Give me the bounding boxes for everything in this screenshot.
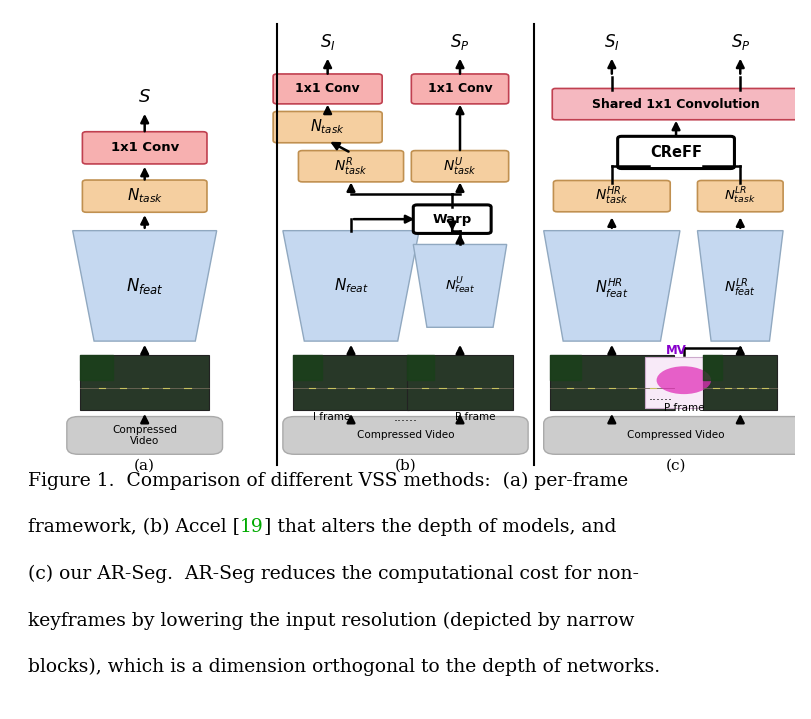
Polygon shape <box>283 231 419 341</box>
Text: Shared 1x1 Convolution: Shared 1x1 Convolution <box>592 98 760 111</box>
Text: $N^{R}_{task}$: $N^{R}_{task}$ <box>334 155 367 178</box>
FancyBboxPatch shape <box>67 416 222 454</box>
Text: $N^{LR}_{feat}$: $N^{LR}_{feat}$ <box>724 277 756 300</box>
Text: $N_{feat}$: $N_{feat}$ <box>126 276 164 296</box>
Text: $S_P$: $S_P$ <box>450 32 470 52</box>
FancyBboxPatch shape <box>273 74 382 104</box>
Polygon shape <box>414 244 507 327</box>
Text: keyframes by lowering the input resolution (depicted by narrow: keyframes by lowering the input resoluti… <box>28 612 634 630</box>
FancyBboxPatch shape <box>298 150 404 182</box>
Text: framework, (b) Accel [: framework, (b) Accel [ <box>28 518 240 536</box>
FancyBboxPatch shape <box>83 132 207 164</box>
Text: Warp: Warp <box>432 213 472 226</box>
Ellipse shape <box>657 366 711 394</box>
Text: $N^{LR}_{task}$: $N^{LR}_{task}$ <box>724 186 756 206</box>
Text: (c) our AR-Seg.  AR-Seg reduces the computational cost for non-: (c) our AR-Seg. AR-Seg reduces the compu… <box>28 565 639 583</box>
Text: 19: 19 <box>240 518 264 536</box>
Text: $S_I$: $S_I$ <box>320 32 336 52</box>
Text: MV: MV <box>666 344 686 357</box>
FancyBboxPatch shape <box>553 180 670 212</box>
Text: 1x1 Conv: 1x1 Conv <box>295 83 360 96</box>
FancyBboxPatch shape <box>407 355 513 410</box>
Text: Compressed Video: Compressed Video <box>357 431 454 441</box>
Polygon shape <box>697 231 783 341</box>
Text: $N^{U}_{feat}$: $N^{U}_{feat}$ <box>444 275 475 296</box>
FancyBboxPatch shape <box>703 355 777 410</box>
FancyBboxPatch shape <box>80 355 209 410</box>
Text: (b): (b) <box>395 458 416 472</box>
Polygon shape <box>543 231 680 341</box>
FancyBboxPatch shape <box>273 111 382 143</box>
FancyBboxPatch shape <box>645 357 723 408</box>
FancyBboxPatch shape <box>550 355 674 410</box>
Text: Compressed
Video: Compressed Video <box>112 425 177 446</box>
FancyBboxPatch shape <box>293 355 410 410</box>
FancyBboxPatch shape <box>697 180 783 212</box>
Text: (a): (a) <box>134 458 155 472</box>
FancyBboxPatch shape <box>411 74 508 104</box>
Text: P frame: P frame <box>455 412 496 422</box>
Text: blocks), which is a dimension orthogonal to the depth of networks.: blocks), which is a dimension orthogonal… <box>28 658 660 677</box>
Text: $N^{HR}_{feat}$: $N^{HR}_{feat}$ <box>595 277 629 300</box>
Polygon shape <box>73 231 217 341</box>
Text: $N_{task}$: $N_{task}$ <box>127 187 163 206</box>
Text: 1x1 Conv: 1x1 Conv <box>110 142 178 155</box>
Text: Compressed Video: Compressed Video <box>627 431 725 441</box>
Text: $S$: $S$ <box>138 88 151 106</box>
Text: I frame: I frame <box>313 412 350 422</box>
Text: (c): (c) <box>666 458 686 472</box>
Text: ......: ...... <box>649 390 672 403</box>
FancyBboxPatch shape <box>283 416 528 454</box>
Text: 1x1 Conv: 1x1 Conv <box>427 83 492 96</box>
Text: ......: ...... <box>393 411 418 423</box>
Text: P frame: P frame <box>663 403 704 413</box>
Text: $N_{feat}$: $N_{feat}$ <box>333 277 368 296</box>
Text: $N_{task}$: $N_{task}$ <box>311 118 345 137</box>
Text: $N^{U}_{task}$: $N^{U}_{task}$ <box>444 155 477 178</box>
Text: CReFF: CReFF <box>650 145 702 160</box>
Text: ] that alters the depth of models, and: ] that alters the depth of models, and <box>264 518 616 536</box>
Text: $N^{HR}_{task}$: $N^{HR}_{task}$ <box>595 185 629 208</box>
FancyBboxPatch shape <box>543 416 809 454</box>
FancyBboxPatch shape <box>411 150 508 182</box>
FancyBboxPatch shape <box>83 180 207 212</box>
FancyBboxPatch shape <box>552 88 800 120</box>
FancyBboxPatch shape <box>414 205 491 234</box>
Text: $S_P$: $S_P$ <box>731 32 750 52</box>
Text: Figure 1.  Comparison of different VSS methods:  (a) per-frame: Figure 1. Comparison of different VSS me… <box>28 472 628 490</box>
Text: $S_I$: $S_I$ <box>604 32 620 52</box>
FancyBboxPatch shape <box>618 137 735 168</box>
